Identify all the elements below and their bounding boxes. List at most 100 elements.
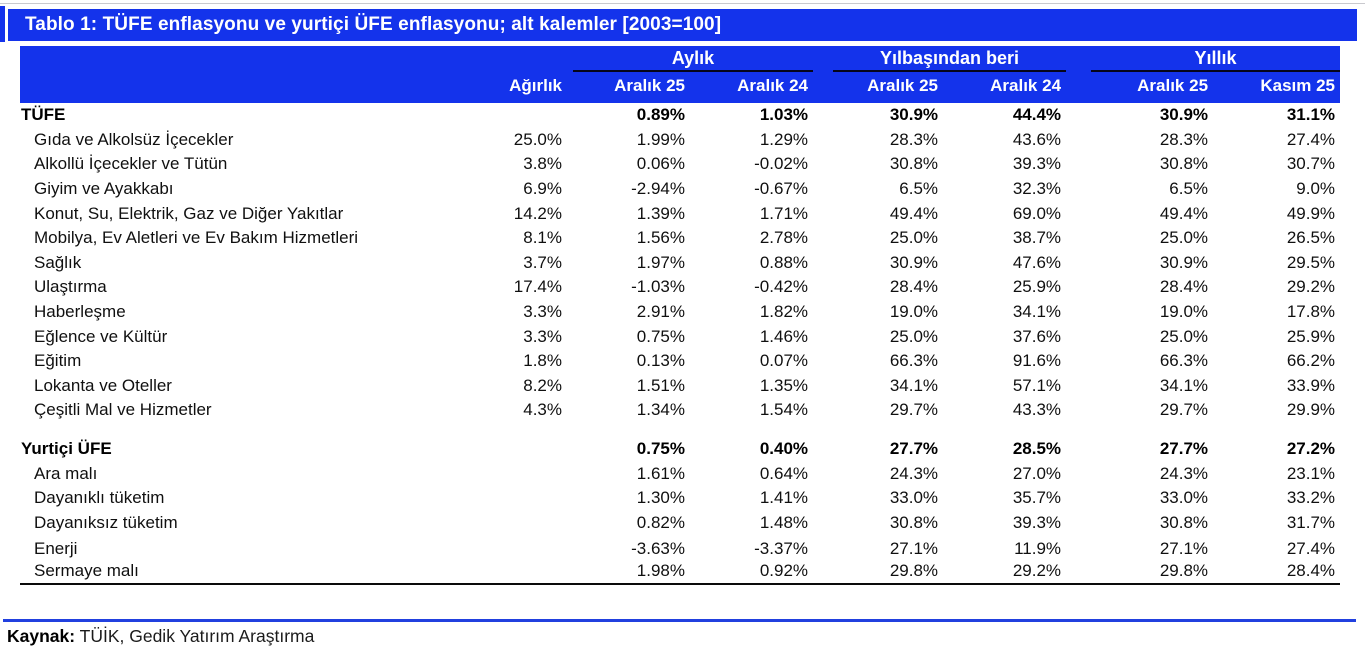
ytd-dec25-cell: 27.7% [889,439,939,459]
row-label-cell: Mobilya, Ev Aletleri ve Ev Bakım Hizmetl… [20,226,405,251]
ytd-dec25-cell: 25.0% [889,228,939,248]
monthly-dec25-cell: -3.63% [631,539,685,559]
weight-cell [405,535,567,560]
weight-cell: 8.2% [523,375,562,395]
annual-nov25-cell: 29.2% [1286,277,1336,297]
ytd-dec25-cell: 27.1% [889,539,939,559]
ytd-dec24-cell: 34.1% [1012,302,1062,322]
row-label-cell: Çeşitli Mal ve Hizmetler [20,398,405,423]
row-label-cell: Alkollü İçecekler ve Tütün [20,152,405,177]
table-row: Gıda ve Alkolsüz İçecekler 25.0% 1.99% 1… [20,128,1340,153]
table-row: Mobilya, Ev Aletleri ve Ev Bakım Hizmetl… [20,226,1340,251]
weight-cell [405,461,567,486]
row-label: Ara malı [34,463,98,483]
ytd-dec24-cell: 11.9% [1014,539,1062,559]
monthly-dec25-cell: 1.30% [636,488,685,508]
row-label-cell: Eğitim [20,349,405,374]
row-label: Mobilya, Ev Aletleri ve Ev Bakım Hizmetl… [34,228,359,248]
annual-nov25-cell: 33.2% [1286,488,1336,508]
ytd-dec25-cell: 6.5% [899,179,939,199]
annual-nov25-cell: 25.9% [1286,326,1336,346]
annual-dec25-cell: 30.9% [1159,105,1209,125]
ytd-dec25-cell: 28.4% [889,277,939,297]
table-row: Sağlık 3.7% 1.97% 0.88% 30.9% 47.6% 30.9… [20,251,1340,276]
monthly-dec25-cell: -1.03% [631,277,685,297]
monthly-dec24-cell: 1.54% [759,400,809,420]
table-row: Haberleşme 3.3% 2.91% 1.82% 19.0% 34.1% … [20,300,1340,325]
row-label-cell: Ulaştırma [20,275,405,300]
ytd-dec24-cell: 28.5% [1012,439,1062,459]
ytd-dec25-cell: 30.9% [889,252,939,272]
row-label-cell: Lokanta ve Oteller [20,374,405,399]
table-body: TÜFE 0.89% 1.03% 30.9% 44.4% 30.9% 31.1%… [20,103,1341,585]
monthly-dec24-cell: 1.71% [759,203,809,223]
table-row: Lokanta ve Oteller 8.2% 1.51% 1.35% 34.1… [20,374,1340,399]
annual-dec25-cell: 29.7% [1159,400,1209,420]
row-label: Lokanta ve Oteller [34,375,172,395]
ytd-dec24-cell: 69.0% [1012,203,1062,223]
column-header-row: Ağırlık Aralık 25 Aralık 24 Aralık 25 Ar… [20,72,1341,103]
annual-dec25-cell: 29.8% [1159,561,1209,581]
row-label-cell: Konut, Su, Elektrik, Gaz ve Diğer Yakıtl… [20,201,405,226]
monthly-dec25-cell: 0.82% [636,512,685,532]
weight-cell: 14.2% [513,203,562,223]
weight-cell [405,511,567,536]
group-header-monthly: Aylık [567,46,814,72]
row-label-cell: Giyim ve Ayakkabı [20,177,405,202]
row-label: Ulaştırma [34,277,107,297]
ytd-dec24-cell: 39.3% [1012,512,1062,532]
annual-nov25-cell: 30.7% [1286,154,1336,174]
inflation-table-container: Aylık Yılbaşından beri Yıllık Ağırlık Ar… [20,46,1341,585]
ytd-dec25-cell: 29.7% [889,400,939,420]
column-header-ytd-dec24: Aralık 24 [943,72,1067,103]
annual-nov25-cell: 29.5% [1286,252,1336,272]
annual-dec25-cell: 27.7% [1159,439,1209,459]
row-label: Eğlence ve Kültür [34,326,168,346]
source-note: Kaynak: TÜİK, Gedik Yatırım Araştırma [7,626,314,647]
row-label-cell: Haberleşme [20,300,405,325]
footer-divider-line [3,619,1356,622]
monthly-dec24-cell: 1.29% [759,129,809,149]
source-text: TÜİK, Gedik Yatırım Araştırma [75,626,315,646]
monthly-dec24-cell: 1.46% [759,326,809,346]
table-title: Tablo 1: TÜFE enflasyonu ve yurtiçi ÜFE … [8,9,1357,41]
ytd-dec25-cell: 30.9% [889,105,939,125]
ytd-dec24-cell: 29.2% [1012,561,1062,581]
group-label-monthly: Aylık [573,46,814,72]
ytd-dec24-cell: 39.3% [1012,154,1062,174]
row-label-cell: Dayanıklı tüketim [20,486,405,511]
annual-dec25-cell: 27.1% [1159,539,1209,559]
monthly-dec24-cell: -0.67% [754,179,809,199]
row-label: Haberleşme [34,302,126,322]
column-header-weight: Ağırlık [405,72,567,103]
weight-cell: 1.8% [523,351,562,371]
row-label: Enerji [34,539,78,559]
monthly-dec24-cell: 0.64% [759,463,809,483]
monthly-dec24-cell: 0.07% [759,351,809,371]
annual-dec25-cell: 25.0% [1159,228,1209,248]
table-row: Dayanıklı tüketim 1.30% 1.41% 33.0% 35.7… [20,486,1340,511]
group-label-ytd: Yılbaşından beri [833,46,1067,72]
table-row: Eğlence ve Kültür 3.3% 0.75% 1.46% 25.0%… [20,324,1340,349]
spacer-cell [20,423,1340,437]
monthly-dec24-cell: 1.03% [759,105,809,125]
monthly-dec24-cell: 0.92% [759,561,809,581]
annual-nov25-cell: 27.4% [1286,129,1336,149]
source-label: Kaynak: [7,626,76,646]
annual-dec25-cell: 19.0% [1159,302,1209,322]
monthly-dec25-cell: 1.97% [636,252,685,272]
section-spacer-row [20,423,1340,437]
row-label-cell: Enerji [20,535,405,560]
weight-cell [405,486,567,511]
ytd-dec24-cell: 27.0% [1012,463,1062,483]
ytd-dec24-cell: 38.7% [1012,228,1062,248]
table-row: Ulaştırma 17.4% -1.03% -0.42% 28.4% 25.9… [20,275,1340,300]
ytd-dec24-cell: 91.6% [1012,351,1062,371]
annual-dec25-cell: 24.3% [1159,463,1209,483]
column-header-annual-dec25: Aralık 25 [1066,72,1214,103]
monthly-dec25-cell: 0.75% [636,439,685,459]
ytd-dec25-cell: 25.0% [889,326,939,346]
monthly-dec24-cell: 2.78% [759,228,809,248]
annual-nov25-cell: 29.9% [1286,400,1336,420]
annual-nov25-cell: 31.7% [1286,512,1336,532]
